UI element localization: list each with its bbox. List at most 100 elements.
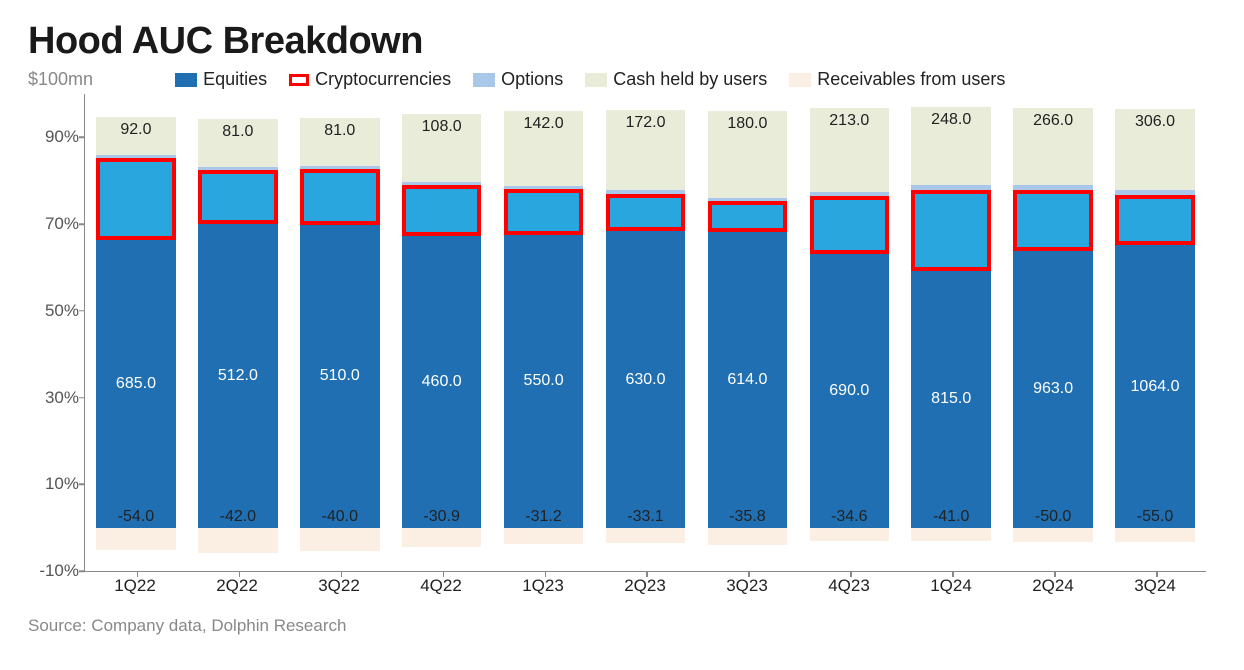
bar-segment [402, 182, 481, 185]
bar-segment-value: 460.0 [422, 373, 462, 391]
bar-slot: 510.0 81.0 -40.0 [289, 94, 391, 571]
y-tick-mark [79, 137, 85, 139]
stacked-bar: 614.0 180.0 -35.8 [708, 94, 787, 571]
bar-slot: 630.0172.0-33.1 [595, 94, 697, 571]
bar-segment [300, 166, 379, 169]
bar-segment [96, 528, 175, 551]
bar-segment-value: 1064.0 [1131, 378, 1180, 396]
bar-segment [1013, 190, 1092, 250]
bars-container: 685.0 92.0 -54.0 512.081.0-42.0 510.0 81.0 -40… [85, 94, 1206, 571]
legend-label: Equities [203, 69, 267, 90]
bar-segment [810, 192, 889, 196]
stacked-bar: 512.081.0-42.0 [198, 94, 277, 571]
legend-item: Cash held by users [585, 69, 767, 90]
bar-segment-value: 963.0 [1033, 380, 1073, 398]
stacked-bar: 510.0 81.0 -40.0 [300, 94, 379, 571]
bar-segment [96, 155, 175, 158]
x-tick-label: 3Q23 [696, 572, 798, 614]
bar-segment [606, 194, 685, 232]
bar-bottom-value: -42.0 [198, 508, 277, 526]
stacked-bar: 815.0248.0-41.0 [911, 94, 990, 571]
bar-segment: 815.0 [911, 271, 990, 527]
legend-label: Cash held by users [613, 69, 767, 90]
source-text: Source: Company data, Dolphin Research [28, 616, 1216, 636]
legend-swatch [789, 73, 811, 87]
bar-top-value: 92.0 [96, 121, 175, 139]
bar-bottom-value: -41.0 [911, 508, 990, 526]
y-tick-mark [79, 223, 85, 225]
bar-top-value: 108.0 [402, 118, 481, 136]
bar-segment: 963.0 [1013, 251, 1092, 528]
bar-slot: 815.0248.0-41.0 [900, 94, 1002, 571]
bar-slot: 512.081.0-42.0 [187, 94, 289, 571]
stacked-bar: 963.0266.0-50.0 [1013, 94, 1092, 571]
bar-segment [1013, 528, 1092, 542]
stacked-bar: 460.0 108.0 -30.9 [402, 94, 481, 571]
x-tick-label: 3Q24 [1104, 572, 1206, 614]
y-tick-label: -10% [29, 561, 79, 581]
bar-bottom-value: -35.8 [708, 508, 787, 526]
bar-bottom-value: -31.2 [504, 508, 583, 526]
plot-area: 685.0 92.0 -54.0 512.081.0-42.0 510.0 81.0 -40… [84, 94, 1206, 572]
bar-top-value: 81.0 [300, 122, 379, 140]
legend-swatch [585, 73, 607, 87]
bar-top-value: 180.0 [708, 115, 787, 133]
bar-segment [198, 528, 277, 553]
legend-item: Options [473, 69, 563, 90]
bar-slot: 1064.0306.0-55.0 [1104, 94, 1206, 571]
x-tick-label: 2Q22 [186, 572, 288, 614]
x-tick-label: 1Q22 [84, 572, 186, 614]
bar-slot: 460.0 108.0 -30.9 [391, 94, 493, 571]
legend-item: Cryptocurrencies [289, 69, 451, 90]
x-tick-label: 1Q23 [492, 572, 594, 614]
x-tick-label: 1Q24 [900, 572, 1002, 614]
legend-swatch [473, 73, 495, 87]
bar-segment-value: 512.0 [218, 367, 258, 385]
y-tick-mark [79, 484, 85, 486]
bar-segment [1013, 185, 1092, 190]
bar-bottom-value: -33.1 [606, 508, 685, 526]
bar-bottom-value: -30.9 [402, 508, 481, 526]
bar-segment: 690.0 [810, 254, 889, 528]
bar-segment [911, 185, 990, 190]
bar-slot: 963.0266.0-50.0 [1002, 94, 1104, 571]
legend-label: Receivables from users [817, 69, 1005, 90]
x-tick-label: 4Q22 [390, 572, 492, 614]
y-tick-mark [79, 397, 85, 399]
bar-segment [911, 190, 990, 272]
bar-bottom-value: -40.0 [300, 508, 379, 526]
legend-label: Cryptocurrencies [315, 69, 451, 90]
bar-segment-value: 630.0 [625, 371, 665, 389]
bar-segment-value: 614.0 [727, 371, 767, 389]
bar-top-value: 142.0 [504, 115, 583, 133]
bar-top-value: 213.0 [810, 112, 889, 130]
bar-segment [708, 528, 787, 545]
bar-segment [1115, 195, 1194, 245]
bar-segment: 512.0 [198, 223, 277, 527]
bar-segment [1115, 190, 1194, 195]
stacked-bar: 630.0172.0-33.1 [606, 94, 685, 571]
x-tick-label: 4Q23 [798, 572, 900, 614]
chart-title: Hood AUC Breakdown [28, 20, 1216, 63]
legend-row: $100mn EquitiesCryptocurrenciesOptionsCa… [28, 69, 1216, 90]
bar-segment [1115, 528, 1194, 543]
stacked-bar: 690.0 213.0 -34.6 [810, 94, 889, 571]
bar-bottom-value: -34.6 [810, 508, 889, 526]
bar-segment-value: 550.0 [524, 372, 564, 390]
bar-bottom-value: -50.0 [1013, 508, 1092, 526]
bar-segment [300, 528, 379, 552]
bar-segment [504, 528, 583, 545]
legend-swatch [289, 74, 309, 86]
bar-segment [708, 201, 787, 232]
bar-segment: 685.0 [96, 240, 175, 528]
bar-segment [198, 167, 277, 170]
bar-segment-value: 510.0 [320, 367, 360, 385]
bar-slot: 690.0 213.0 -34.6 [798, 94, 900, 571]
chart-area: 685.0 92.0 -54.0 512.081.0-42.0 510.0 81.0 -40… [84, 94, 1206, 614]
legend-item: Receivables from users [789, 69, 1005, 90]
bar-slot: 550.0 142.0 -31.2 [493, 94, 595, 571]
bar-segment: 630.0 [606, 231, 685, 527]
bar-bottom-value: -54.0 [96, 508, 175, 526]
bar-segment [300, 169, 379, 225]
bar-segment [606, 190, 685, 193]
